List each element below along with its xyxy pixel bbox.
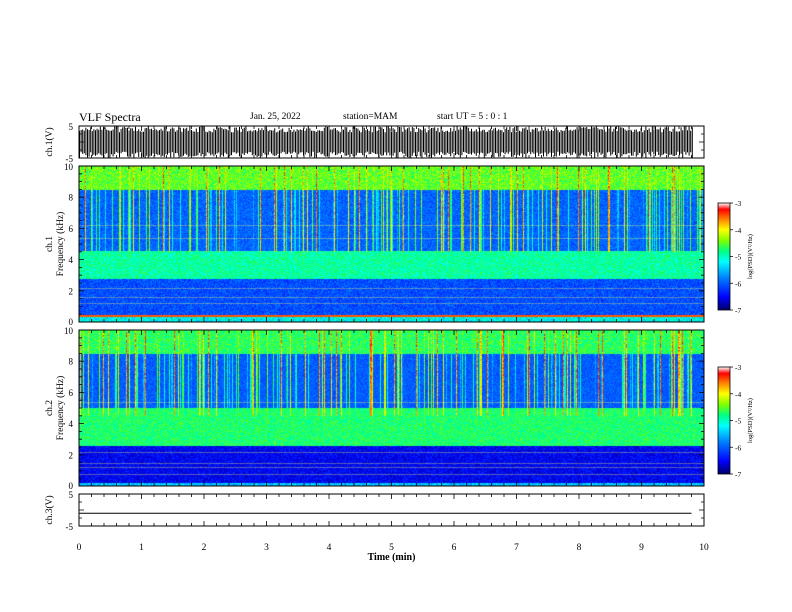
ytick-label-ch1_waveform-1: -5 (66, 154, 74, 164)
xtick-label-2: 2 (202, 543, 207, 553)
yticks-ch1_spectrogram (79, 165, 704, 323)
ytick-label-ch2_spectrogram-2: 4 (69, 419, 74, 429)
panel-xticks-2 (78, 166, 705, 322)
ytick-label-ch1_spectrogram-5: 10 (64, 162, 74, 172)
colorbar-ticks-ch1_spectrogram (730, 202, 733, 311)
ytick-label-ch1_spectrogram-2: 4 (69, 255, 74, 265)
yticks-ch3_waveform (79, 493, 704, 527)
colorbar-tick-ch2_spectrogram-2: -5 (735, 417, 741, 426)
ylabel-ch2_spectrogram: ch.2 (45, 400, 55, 416)
xtick-label-7: 7 (514, 543, 519, 553)
yticks-ch1_waveform (79, 125, 704, 159)
ytick-label-ch1_spectrogram-4: 8 (69, 193, 74, 203)
colorbar-ch2_spectrogram (717, 366, 731, 475)
ch1-spectrogram-image (79, 166, 704, 322)
ytick-label-ch2_spectrogram-4: 8 (69, 357, 74, 367)
ytick-label-ch1_spectrogram-1: 2 (69, 286, 74, 296)
panel-xticks-1 (78, 126, 705, 158)
ytick-label-ch2_spectrogram-3: 6 (69, 388, 74, 398)
ytick-label-ch1_spectrogram-3: 6 (69, 224, 74, 234)
colorbar-tick-ch1_spectrogram-2: -5 (735, 253, 741, 262)
colorbar-tick-ch2_spectrogram-1: -4 (735, 390, 741, 399)
colorbar-tick-ch1_spectrogram-3: -6 (735, 279, 741, 288)
ytick-label-ch2_spectrogram-1: 2 (69, 450, 74, 460)
ytick-label-ch2_spectrogram-5: 10 (64, 326, 74, 336)
panel-xticks-3 (78, 330, 705, 486)
yticks-ch2_spectrogram (79, 329, 704, 487)
date-label: Jan. 25, 2022 (250, 112, 301, 122)
xtick-label-9: 9 (639, 543, 644, 553)
ylabel-ch3_waveform: ch.3(V) (44, 495, 55, 524)
colorbar-label-ch2_spectrogram: log(PSD)(V²/Hz) (747, 398, 754, 443)
xtick-label-8: 8 (577, 543, 582, 553)
xtick-label-3: 3 (264, 543, 269, 553)
panel-xticks-4 (78, 494, 705, 526)
station-label: station=MAM (343, 112, 398, 122)
xtick-label-4: 4 (327, 543, 332, 553)
ylabel2-ch2_spectrogram: Frequency (kHz) (55, 376, 66, 441)
colorbar-ticks-ch2_spectrogram (730, 366, 733, 475)
colorbar-tick-ch2_spectrogram-4: -7 (735, 470, 741, 479)
colorbar-tick-ch2_spectrogram-0: -3 (735, 363, 741, 372)
colorbar-tick-ch1_spectrogram-4: -7 (735, 306, 741, 315)
colorbar-ch1_spectrogram (717, 202, 731, 311)
colorbar-tick-ch1_spectrogram-1: -4 (735, 226, 741, 235)
xtick-label-10: 10 (699, 543, 709, 553)
ch2-spectrogram-image (79, 330, 704, 486)
xtick-label-5: 5 (389, 543, 394, 553)
start-time-label: start UT = 5 : 0 : 1 (437, 112, 508, 122)
figure-title: VLF Spectra (79, 110, 141, 124)
ylabel2-ch1_spectrogram: Frequency (kHz) (55, 212, 66, 277)
ytick-label-ch3_waveform-0: 5 (69, 490, 74, 500)
ytick-label-ch1_waveform-0: 5 (69, 122, 74, 132)
colorbar-tick-ch1_spectrogram-0: -3 (735, 199, 741, 208)
ch1-waveform-trace (79, 126, 693, 158)
x-axis-label: Time (min) (368, 552, 416, 563)
ytick-label-ch1_spectrogram-0: 0 (69, 317, 74, 327)
xtick-label-6: 6 (452, 543, 457, 553)
ylabel-ch1_waveform: ch.1(V) (44, 127, 55, 156)
colorbar-tick-ch2_spectrogram-3: -6 (735, 443, 741, 452)
ytick-label-ch2_spectrogram-0: 0 (69, 481, 74, 491)
xtick-label-1: 1 (139, 543, 144, 553)
xtick-label-0: 0 (77, 543, 82, 553)
colorbar-label-ch1_spectrogram: log(PSD)(V²/Hz) (747, 234, 754, 279)
ytick-label-ch3_waveform-1: -5 (66, 522, 74, 532)
ylabel-ch1_spectrogram: ch.1 (45, 236, 55, 252)
